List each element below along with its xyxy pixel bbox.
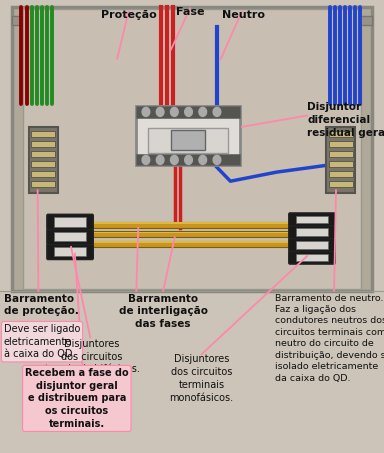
Bar [329, 141, 353, 147]
FancyBboxPatch shape [47, 244, 93, 260]
Bar [31, 151, 55, 157]
Bar [329, 171, 353, 177]
Text: Proteção: Proteção [101, 10, 157, 20]
Bar [23, 9, 361, 289]
Bar [63, 241, 319, 247]
Bar [171, 130, 205, 150]
Bar [329, 181, 353, 187]
Bar [63, 232, 319, 233]
Bar [29, 127, 58, 193]
Bar [31, 131, 55, 137]
Bar [329, 131, 353, 137]
Circle shape [185, 107, 192, 116]
Circle shape [213, 155, 221, 164]
Text: Disjuntores
dos circuitos
terminais bifásicos.: Disjuntores dos circuitos terminais bifá… [45, 339, 140, 375]
Bar [31, 141, 55, 147]
Text: Barramento
de interligação
das fases: Barramento de interligação das fases [119, 294, 208, 329]
Bar [31, 181, 55, 187]
Text: Fase: Fase [176, 7, 204, 17]
FancyBboxPatch shape [289, 213, 335, 226]
Bar [63, 222, 319, 228]
Circle shape [199, 155, 207, 164]
Circle shape [170, 155, 178, 164]
Circle shape [156, 107, 164, 116]
Bar [63, 222, 319, 224]
Bar [63, 231, 319, 237]
Text: Recebem a fase do
disjuntor geral
e distribuem para
os circuitos
terminais.: Recebem a fase do disjuntor geral e dist… [25, 368, 129, 429]
Bar [296, 254, 328, 261]
Bar [136, 106, 240, 165]
Bar [31, 161, 55, 167]
Polygon shape [319, 16, 372, 25]
Bar [329, 151, 353, 157]
Bar [63, 241, 319, 243]
Bar [296, 216, 328, 223]
Circle shape [170, 107, 178, 116]
Bar [54, 232, 86, 241]
FancyBboxPatch shape [12, 7, 372, 291]
Bar [148, 128, 228, 153]
Circle shape [185, 155, 192, 164]
Text: Barramento
de proteção.: Barramento de proteção. [4, 294, 79, 316]
Circle shape [213, 107, 221, 116]
Circle shape [142, 155, 150, 164]
Bar [54, 247, 86, 256]
Bar [136, 106, 240, 118]
Bar [54, 217, 86, 226]
Bar [31, 171, 55, 177]
FancyBboxPatch shape [47, 214, 93, 230]
Circle shape [199, 107, 207, 116]
Bar [296, 228, 328, 236]
Text: Disjuntor
diferencial
residual geral: Disjuntor diferencial residual geral [307, 102, 384, 138]
FancyBboxPatch shape [289, 251, 335, 264]
Text: Disjuntores
dos circuitos
terminais
monofásicos.: Disjuntores dos circuitos terminais mono… [170, 354, 233, 403]
Text: Deve ser ligado
eletricamente
à caixa do QD.: Deve ser ligado eletricamente à caixa do… [4, 324, 80, 360]
Text: Neutro: Neutro [222, 10, 265, 20]
FancyBboxPatch shape [289, 226, 335, 239]
Bar [326, 127, 355, 193]
Circle shape [156, 155, 164, 164]
Bar [329, 161, 353, 167]
Bar [296, 241, 328, 249]
Text: Barramento de neutro.
Faz a ligação dos
condutores neutros dos
circuitos termina: Barramento de neutro. Faz a ligação dos … [275, 294, 384, 383]
Bar [136, 154, 240, 165]
Polygon shape [12, 16, 46, 25]
FancyBboxPatch shape [289, 238, 335, 251]
FancyBboxPatch shape [47, 229, 93, 245]
Circle shape [142, 107, 150, 116]
